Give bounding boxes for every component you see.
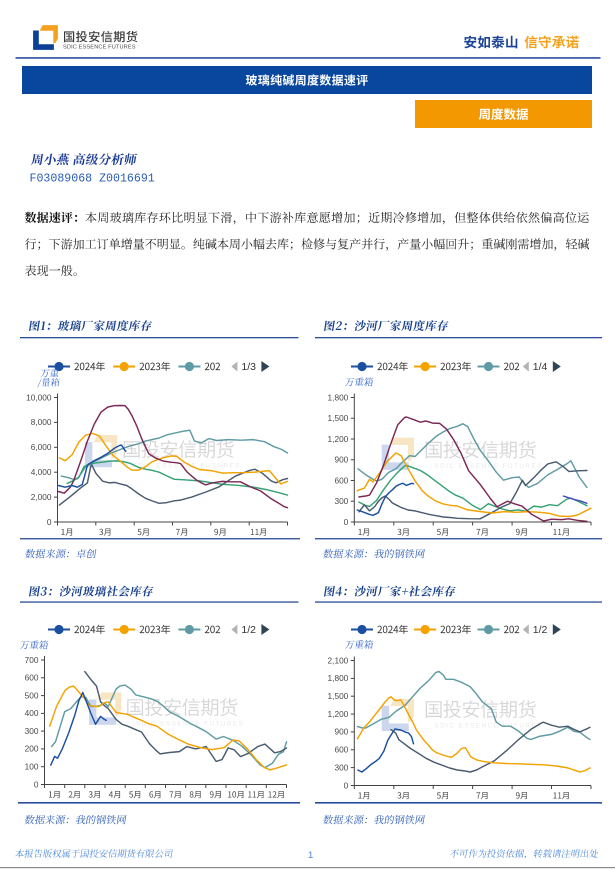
svg-text:1,800: 1,800: [328, 673, 349, 683]
svg-text:1,500: 1,500: [328, 691, 349, 701]
svg-text:F03089068 Z0016691: F03089068 Z0016691: [30, 173, 155, 186]
svg-text:2,000: 2,000: [31, 492, 52, 502]
svg-text:300: 300: [334, 496, 348, 506]
svg-text:1,500: 1,500: [328, 413, 349, 423]
svg-text:2,100: 2,100: [328, 655, 349, 665]
svg-text:200: 200: [25, 744, 39, 754]
svg-text:SDIC ESSENCE FUTURES: SDIC ESSENCE FUTURES: [63, 44, 136, 50]
svg-text:1: 1: [308, 850, 313, 861]
svg-text:300: 300: [334, 762, 348, 772]
svg-text:1/3: 1/3: [241, 361, 256, 373]
svg-text:0: 0: [34, 779, 39, 789]
svg-text:900: 900: [334, 727, 348, 737]
svg-text:700: 700: [25, 655, 39, 665]
svg-text:1/2: 1/2: [241, 624, 256, 636]
svg-text:600: 600: [25, 673, 39, 683]
svg-text:1/4: 1/4: [533, 361, 548, 373]
svg-text:8,000: 8,000: [31, 417, 52, 427]
svg-text:500: 500: [25, 690, 39, 700]
svg-text:900: 900: [334, 455, 348, 465]
svg-text:600: 600: [334, 475, 348, 485]
svg-text:100: 100: [25, 762, 39, 772]
svg-text:SDIC ESSENCE FUTURES: SDIC ESSENCE FUTURES: [435, 723, 543, 730]
svg-text:1,200: 1,200: [328, 709, 349, 719]
svg-text:10,000: 10,000: [26, 392, 52, 402]
svg-text:6,000: 6,000: [31, 442, 52, 452]
svg-text:SDIC ESSENCE FUTURES: SDIC ESSENCE FUTURES: [136, 721, 244, 728]
svg-text:600: 600: [334, 745, 348, 755]
svg-text:1,200: 1,200: [328, 434, 349, 444]
svg-text:0: 0: [344, 780, 349, 790]
svg-text:0: 0: [47, 517, 52, 527]
svg-text:1/2: 1/2: [533, 624, 548, 636]
svg-text:SDIC ESSENCE FUTURES: SDIC ESSENCE FUTURES: [435, 463, 543, 470]
svg-text:1,800: 1,800: [328, 392, 349, 402]
svg-text:4,000: 4,000: [31, 467, 52, 477]
svg-text:0: 0: [344, 517, 349, 527]
svg-text:400: 400: [25, 708, 39, 718]
svg-text:300: 300: [25, 726, 39, 736]
svg-text:SDIC ESSENCE FUTURES: SDIC ESSENCE FUTURES: [133, 463, 241, 470]
